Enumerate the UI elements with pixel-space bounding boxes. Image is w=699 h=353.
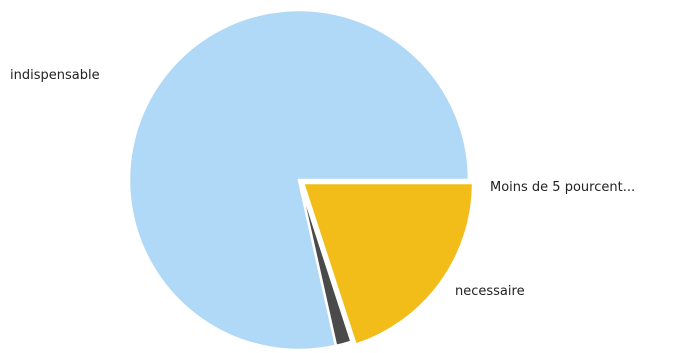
pie-labels: indispensable Moins de 5 pourcent... neces… xyxy=(10,68,635,299)
slice-label: Moins de 5 pourcent... xyxy=(490,180,635,195)
pie-slice-necessaire xyxy=(301,181,475,346)
pie-slices xyxy=(127,8,475,352)
pie-slice-moins-de-5-pourcent xyxy=(297,178,353,348)
slice-label: necessaire xyxy=(455,284,525,299)
slice-label: indispensable xyxy=(10,68,100,83)
